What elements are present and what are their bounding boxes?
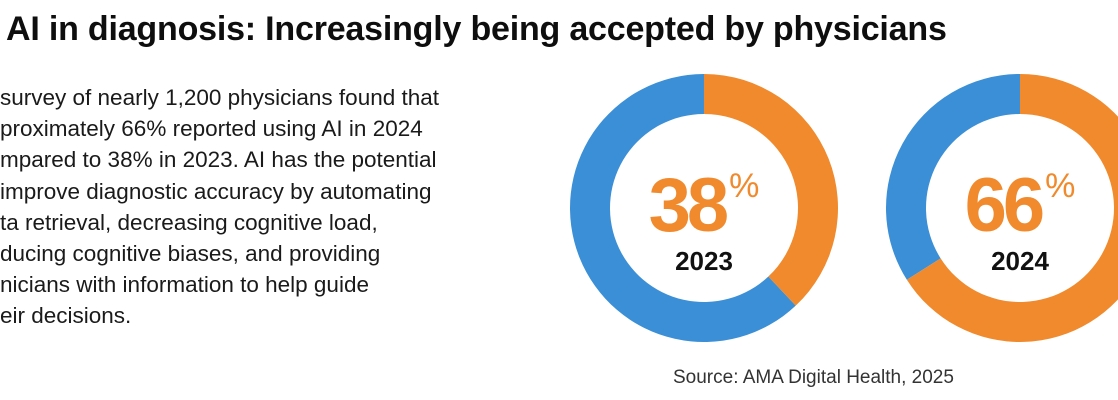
percent-value: 38	[648, 163, 730, 248]
year-label: 2024	[991, 246, 1049, 276]
donut-svg-2024	[886, 74, 1118, 342]
donut-chart-2024: 66% 2024	[886, 74, 1118, 342]
donut-segment-used-ai	[704, 74, 838, 306]
percent-value: 66	[964, 163, 1046, 248]
percent-label: 38%	[570, 162, 838, 249]
percent-sign: %	[1045, 167, 1076, 205]
source-note: Source: AMA Digital Health, 2025	[673, 367, 954, 388]
description-line: improve diagnostic accuracy by automatin…	[0, 178, 432, 204]
donut-svg-2023	[570, 74, 838, 342]
description-line: nicians with information to help guide	[0, 272, 369, 298]
description-line: survey of nearly 1,200 physicians found …	[0, 85, 440, 110]
donut-segment-used-ai	[906, 74, 1118, 342]
description-line: proximately 66% reported using AI in 202…	[0, 116, 423, 142]
description-line: ducing cognitive biases, and providing	[0, 241, 381, 267]
year-label: 2023	[675, 246, 733, 276]
percent-label: 66%	[886, 162, 1118, 249]
donut-segment-not-used	[886, 74, 1020, 280]
chart-title: AI in diagnosis: Increasingly being acce…	[6, 10, 947, 48]
description-line: ta retrieval, decreasing cognitive load,	[0, 209, 378, 235]
description-line: eir decisions.	[0, 303, 132, 329]
description-text: survey of nearly 1,200 physicians found …	[0, 82, 439, 332]
donut-chart-2023: 38% 2023	[570, 74, 838, 342]
description-line: mpared to 38% in 2023. AI has the potent…	[0, 147, 437, 173]
percent-sign: %	[729, 167, 760, 205]
donut-segment-not-used	[570, 74, 796, 342]
